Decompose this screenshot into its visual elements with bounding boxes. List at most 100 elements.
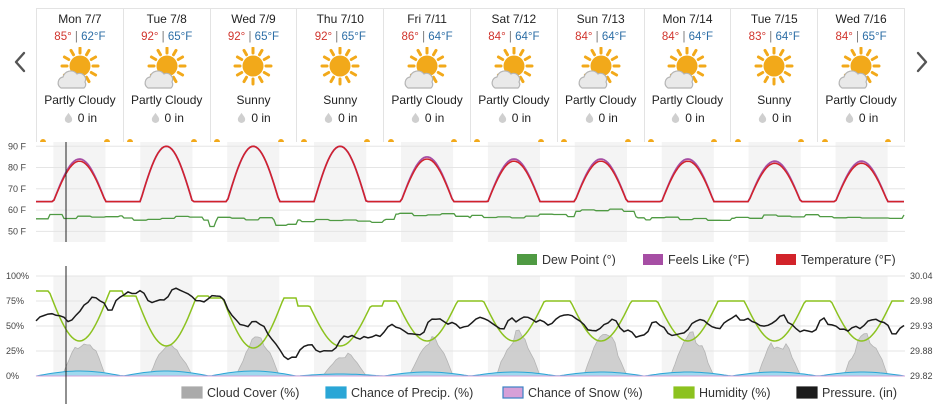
day-card-2[interactable]: Wed 7/9 92° | 65°F Sunny 0 in	[209, 8, 297, 142]
legend-swatch	[643, 254, 663, 265]
y-tick-label: 80 F	[8, 163, 27, 173]
low-temp: 64°F	[601, 31, 627, 43]
sunset-marker	[624, 139, 631, 142]
y-left-tick-label: 25%	[6, 346, 24, 356]
low-temp: 65°F	[341, 31, 366, 43]
precip-value: 0 in	[338, 111, 358, 125]
humidity-line	[36, 290, 904, 349]
high-temp: 85°	[54, 31, 72, 43]
sunset-marker	[451, 139, 458, 142]
sun-markers	[731, 136, 817, 142]
previous-days-button[interactable]	[12, 50, 28, 74]
sunset-marker	[711, 139, 718, 142]
day-label: Sat 7/12	[491, 12, 537, 26]
day-temperatures: 84° | 64°F	[558, 30, 644, 44]
temp-separator: |	[852, 31, 863, 43]
legend-cloud-cover: Cloud Cover (%)	[181, 386, 299, 400]
legend-feels-like: Feels Like (°F)	[643, 253, 749, 266]
partly-cloudy-icon	[57, 47, 100, 89]
high-temp: 92°	[227, 31, 246, 43]
raindrop-icon	[845, 112, 854, 123]
legend-swatch	[673, 386, 695, 399]
sunrise-marker	[561, 139, 568, 142]
y-right-tick-label: 29.98	[910, 296, 933, 306]
day-card-5[interactable]: Sat 7/12 84° | 64°F Partly Cloudy 0 in	[469, 8, 557, 142]
temp-separator: |	[766, 31, 776, 43]
temperature-chart: 90 F 80 F 70 F 60 F 50 F Dew Point (°) Feels L…	[8, 142, 905, 266]
high-temp: 83°	[748, 31, 767, 43]
day-label: Fri 7/11	[407, 12, 447, 26]
low-temp: 64°F	[515, 31, 540, 43]
daytime-band	[140, 142, 193, 242]
high-temp: 84°	[835, 31, 853, 43]
low-temp: 65°F	[254, 31, 280, 43]
high-temp: 84°	[575, 31, 593, 43]
sunrise-marker	[127, 139, 134, 142]
y-left-tick-label: 75%	[6, 296, 24, 306]
condition-label: Partly Cloudy	[44, 93, 116, 107]
day-card-0[interactable]: Mon 7/7 85° | 62°F Partly Cloudy 0 in	[36, 8, 123, 142]
day-card-7[interactable]: Mon 7/14 84° | 64°F Partly Cloudy 0 in	[643, 8, 731, 142]
precip-amount: 0 in	[471, 111, 557, 126]
daytime-band	[227, 142, 280, 242]
sun-markers	[818, 136, 904, 142]
sunrise-marker	[474, 139, 481, 142]
daytime-band	[314, 142, 367, 242]
daytime-band	[487, 142, 541, 242]
precip-amount: 0 in	[37, 111, 123, 126]
y-right-tick-label: 30.04	[910, 271, 933, 281]
sun-markers	[645, 136, 731, 142]
raindrop-icon	[238, 112, 246, 123]
sunny-icon	[320, 47, 360, 86]
day-temperatures: 83° | 64°F	[731, 30, 817, 44]
next-days-button[interactable]	[914, 50, 930, 74]
raindrop-icon	[411, 112, 420, 123]
precip-amount: 0 in	[558, 111, 644, 126]
sunrise-marker	[387, 139, 394, 142]
sunset-marker	[190, 139, 197, 142]
legend-chance-precip: Chance of Precip. (%)	[325, 386, 473, 400]
precip-value: 0 in	[858, 111, 879, 125]
raindrop-icon	[758, 112, 767, 123]
raindrop-icon	[672, 112, 680, 123]
day-card-8[interactable]: Tue 7/15 83° | 64°F Sunny 0 in	[730, 8, 818, 142]
precip-value: 0 in	[772, 111, 792, 125]
partly-cloudy-icon	[665, 47, 707, 89]
low-temp: 62°F	[81, 31, 106, 43]
legend-chance-snow: Chance of Snow (%)	[502, 386, 643, 400]
day-label: Sun 7/13	[576, 12, 625, 26]
y-right-tick-label: 29.82	[910, 371, 933, 381]
y-left-tick-label: 50%	[6, 321, 24, 331]
condition-label: Sunny	[323, 93, 358, 107]
condition-label: Partly Cloudy	[564, 93, 637, 107]
high-temp: 86°	[401, 31, 419, 43]
day-temperatures: 86° | 64°F	[384, 30, 470, 44]
precip-value: 0 in	[164, 111, 184, 125]
high-temp: 84°	[661, 31, 680, 43]
day-card-9[interactable]: Wed 7/16 84° | 65°F Partly Cloudy 0 in	[817, 8, 905, 142]
legend-label: Cloud Cover (%)	[207, 386, 299, 400]
daily-forecast-strip: Mon 7/7 85° | 62°F Partly Cloudy 0 in Tu…	[36, 8, 905, 142]
day-temperatures: 92° | 65°F	[124, 30, 210, 44]
precip-value: 0 in	[77, 111, 98, 125]
y-right-tick-label: 29.93	[910, 321, 933, 331]
legend-swatch	[325, 386, 347, 399]
daytime-band	[748, 142, 801, 242]
legend-humidity: Humidity (%)	[673, 386, 771, 400]
day-label: Wed 7/9	[231, 12, 276, 26]
legend-label: Temperature (°F)	[801, 253, 896, 266]
y-tick-label: 50 F	[8, 226, 27, 236]
day-card-1[interactable]: Tue 7/8 92° | 65°F Partly Cloudy 0 in	[122, 8, 210, 142]
condition-label: Partly Cloudy	[131, 93, 203, 107]
day-card-4[interactable]: Fri 7/11 86° | 64°F Partly Cloudy 0 in	[383, 8, 470, 142]
day-card-3[interactable]: Thu 7/10 92° | 65°F Sunny 0 in	[296, 8, 384, 142]
day-card-6[interactable]: Sun 7/13 84° | 64°F Partly Cloudy 0 in	[556, 8, 644, 142]
partly-cloudy-icon	[838, 47, 881, 89]
low-temp: 65°F	[862, 31, 887, 43]
sun-markers	[471, 136, 557, 142]
partly-cloudy-icon	[144, 47, 187, 89]
chevron-left-icon	[14, 51, 26, 73]
precip-amount: 0 in	[731, 111, 817, 126]
day-temperatures: 92° | 65°F	[211, 30, 297, 44]
temp-separator: |	[418, 31, 429, 43]
